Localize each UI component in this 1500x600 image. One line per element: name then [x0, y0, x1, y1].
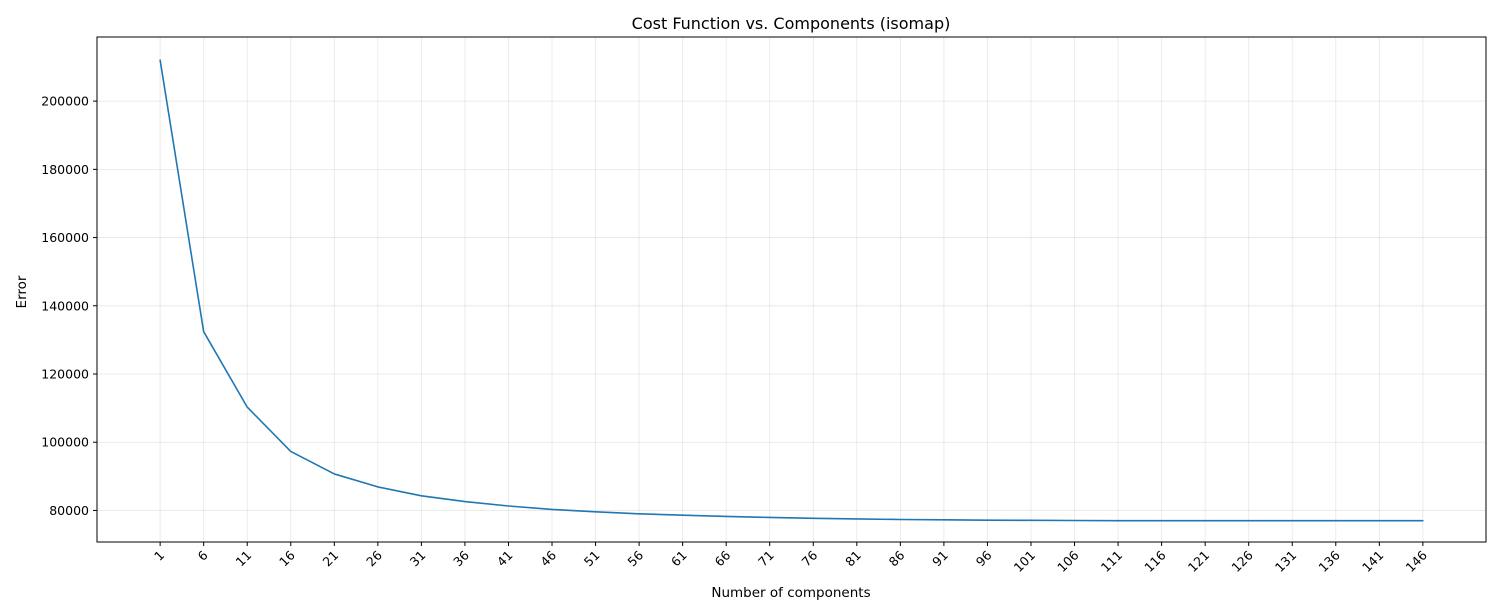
x-tick-label: 46	[537, 547, 559, 569]
x-tick-label: 91	[929, 548, 951, 570]
grid-lines	[97, 37, 1486, 542]
y-tick-label: 120000	[41, 367, 89, 382]
series-layer	[159, 59, 1424, 522]
x-tick-label: 61	[668, 548, 690, 570]
plot-frame	[96, 36, 1487, 543]
x-tick-label: 116	[1141, 547, 1169, 575]
x-tick-label: 6	[195, 547, 211, 563]
x-tick-label: 136	[1315, 547, 1343, 575]
x-tick-label: 121	[1185, 548, 1212, 575]
x-tick-label: 36	[450, 547, 472, 569]
y-tick-label: 140000	[41, 298, 89, 313]
x-tick-label: 26	[363, 547, 385, 569]
x-tick-label: 11	[232, 548, 254, 570]
y-axis-ticks: 80000 100000 120000 140000 160000 180000 20000…	[41, 94, 97, 518]
x-tick-label: 31	[407, 548, 429, 570]
x-axis-ticks: 1 6 11 16 21 26 31 36 41 46 51 56 61 66 71 76 81 86 91 96 10…	[151, 542, 1430, 575]
x-tick-label: 66	[711, 547, 733, 569]
x-tick-label: 106	[1054, 547, 1082, 575]
y-tick-label: 100000	[41, 435, 89, 450]
x-tick-label: 146	[1403, 547, 1431, 575]
series-line-0	[159, 59, 1424, 522]
x-axis-label: Number of components	[711, 585, 870, 600]
y-tick-label: 160000	[41, 230, 89, 245]
x-tick-label: 81	[842, 548, 864, 570]
x-tick-label: 86	[886, 547, 908, 569]
x-tick-label: 96	[973, 547, 995, 569]
x-tick-label: 126	[1228, 547, 1256, 575]
y-tick-label: 80000	[49, 503, 89, 518]
y-tick-label: 200000	[41, 94, 89, 109]
x-tick-label: 41	[494, 548, 516, 570]
x-tick-label: 76	[799, 547, 821, 569]
y-tick-label: 180000	[41, 162, 89, 177]
x-tick-label: 71	[755, 548, 777, 570]
x-tick-label: 16	[276, 547, 298, 569]
x-tick-label: 21	[320, 548, 342, 570]
x-tick-label: 101	[1011, 548, 1038, 575]
x-tick-label: 51	[581, 548, 603, 570]
y-axis-label: Error	[14, 275, 30, 308]
x-tick-label: 131	[1272, 548, 1299, 575]
x-tick-label: 1	[151, 548, 167, 564]
x-tick-label: 111	[1098, 548, 1125, 575]
chart-title: Cost Function vs. Components (isomap)	[632, 14, 951, 33]
x-tick-label: 56	[624, 547, 646, 569]
x-tick-label: 141	[1359, 548, 1386, 575]
